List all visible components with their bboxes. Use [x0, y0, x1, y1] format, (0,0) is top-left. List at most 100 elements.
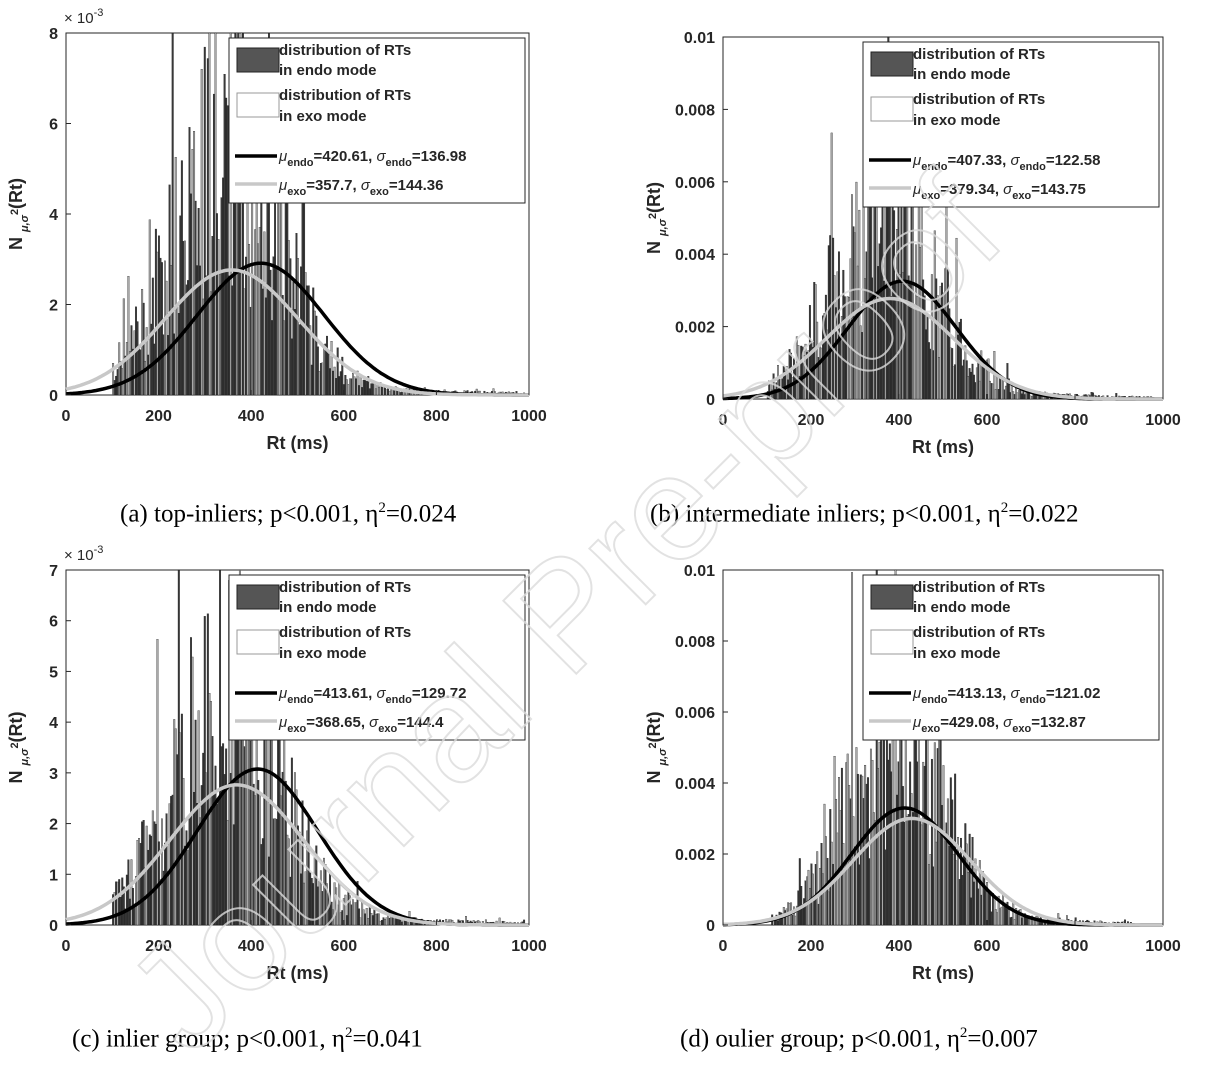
pc-hist-bar	[355, 902, 357, 926]
pa-legend-text-exo-1: distribution of RTs	[279, 87, 411, 104]
pc-y-exponent-power: -3	[94, 545, 104, 556]
pa-legend-text-exo-2: in exo mode	[279, 108, 367, 125]
pc-hist-bar	[216, 804, 218, 926]
pc-hist-bar	[257, 780, 260, 926]
pc-hist-bar	[292, 829, 295, 926]
pa-hist-bar	[229, 32, 232, 396]
pc-hist-bar	[379, 920, 382, 926]
pc-hist-bar	[212, 794, 215, 926]
pc-hist-bar	[177, 569, 180, 926]
pc-hist-bar	[164, 842, 166, 926]
pa-hist-bar	[202, 298, 205, 396]
pa-y-tick-label: 2	[49, 298, 58, 315]
chart-b: 0 200 400 600 800 1000 0 0.002 0.004 0.006 0.008 0.…	[644, 30, 1181, 457]
pd-x-tick-label: 800	[1062, 938, 1089, 955]
pc-hist-bar	[321, 891, 324, 926]
pa-hist-bar	[348, 378, 351, 396]
pa-histogram	[112, 32, 526, 396]
pc-hist-bar	[358, 908, 361, 926]
pa-hist-bar	[258, 227, 261, 396]
pa-hist-bar	[368, 388, 371, 396]
pa-hist-bar	[353, 376, 356, 396]
pb-hist-bar	[987, 358, 990, 400]
pa-hist-bar	[151, 277, 154, 396]
pa-hist-bar	[251, 175, 254, 396]
pa-hist-bar	[327, 352, 330, 396]
pc-hist-bar	[161, 818, 163, 926]
pc-hist-bar	[225, 748, 228, 926]
pa-hist-bar	[287, 240, 290, 396]
pc-hist-bar	[222, 743, 225, 926]
pc-hist-bar	[376, 913, 379, 926]
pa-hist-bar	[118, 342, 121, 396]
caption-d-sup: 2	[959, 1025, 968, 1041]
caption-a-sup: 2	[378, 500, 386, 516]
pa-hist-bar	[367, 376, 370, 396]
pc-hist-bar	[196, 803, 199, 926]
pa-hist-bar	[249, 306, 252, 396]
pc-hist-bar	[173, 719, 176, 926]
pc-hist-bar	[329, 873, 332, 926]
pa-hist-bar	[112, 363, 115, 396]
pa-legend-text-exo-stats: μexo=357.7, σexo=144.36	[278, 177, 443, 198]
pc-hist-bar	[223, 774, 226, 926]
pa-legend-text-endo-stats: μendo=420.61, σendo=136.98	[278, 148, 466, 169]
pb-y-tick-label: 0.002	[675, 320, 715, 337]
pc-hist-bar	[261, 838, 264, 926]
pc-hist-bar	[326, 883, 328, 926]
pa-hist-bar	[385, 389, 388, 396]
pa-hist-bar	[345, 379, 348, 396]
pc-hist-bar	[180, 713, 183, 926]
pa-x-tick-label: 0	[62, 408, 71, 425]
pd-hist-bar	[930, 758, 933, 926]
pc-hist-bar	[159, 879, 162, 926]
pa-hist-bar	[223, 74, 226, 396]
pa-hist-bar	[264, 297, 267, 396]
caption-b-prefix: (b) intermediate inliers; p<0.001, η	[650, 500, 1001, 528]
pa-hist-bar	[226, 105, 229, 396]
pc-hist-bar	[202, 752, 205, 926]
pc-legend-text-exo-2: in exo mode	[279, 645, 367, 662]
pd-hist-bar	[1019, 909, 1022, 926]
pa-hist-bar	[188, 127, 191, 396]
pa-hist-bar	[238, 195, 241, 396]
pa-hist-bar	[209, 291, 212, 396]
pc-x-tick-label: 800	[423, 938, 450, 955]
pa-hist-bar	[197, 208, 200, 396]
pa-y-exponent: × 10-3	[64, 7, 103, 27]
pa-y-axis-label-sub: μ,σ	[19, 214, 31, 233]
pc-legend-text-exo-1: distribution of RTs	[279, 624, 411, 641]
pb-hist-bar	[772, 373, 775, 400]
pc-hist-bar	[232, 824, 235, 926]
pa-hist-bar	[362, 379, 365, 396]
pa-hist-bar	[133, 330, 136, 396]
pb-exo-fit-line	[722, 296, 1163, 401]
pc-legend-text-endo-1: distribution of RTs	[279, 579, 411, 596]
pc-hist-bar	[344, 894, 347, 926]
pc-x-tick-label: 1000	[511, 938, 547, 955]
pa-hist-bar	[378, 386, 380, 396]
pc-hist-bar	[190, 637, 192, 926]
pa-hist-bar	[185, 284, 188, 396]
pb-hist-bar	[1007, 378, 1010, 400]
pa-hist-bar	[365, 381, 368, 396]
pa-hist-bar	[164, 260, 166, 396]
pc-y-tick-label: 6	[49, 614, 58, 631]
pc-hist-bar	[300, 873, 302, 926]
pc-hist-bar	[168, 803, 171, 926]
pc-hist-bar	[188, 817, 191, 926]
pa-x-axis-label: Rt (ms)	[267, 433, 329, 453]
pc-y-exponent: × 10-3	[64, 545, 103, 564]
pa-hist-bar	[283, 320, 286, 396]
caption-c-sup: 2	[344, 1025, 353, 1041]
pa-hist-bar	[208, 32, 211, 396]
pa-y-tick-label: 0	[49, 388, 58, 405]
pc-hist-bar	[254, 795, 257, 926]
pa-hist-bar	[205, 275, 208, 396]
pc-hist-bar	[333, 882, 336, 926]
pd-legend-text-exo-stats: μexo=429.08, σexo=132.87	[912, 714, 1086, 735]
pc-hist-bar	[234, 733, 237, 926]
pc-hist-bar	[290, 757, 293, 926]
pc-hist-bar	[194, 719, 197, 926]
pa-hist-bar	[333, 366, 336, 396]
